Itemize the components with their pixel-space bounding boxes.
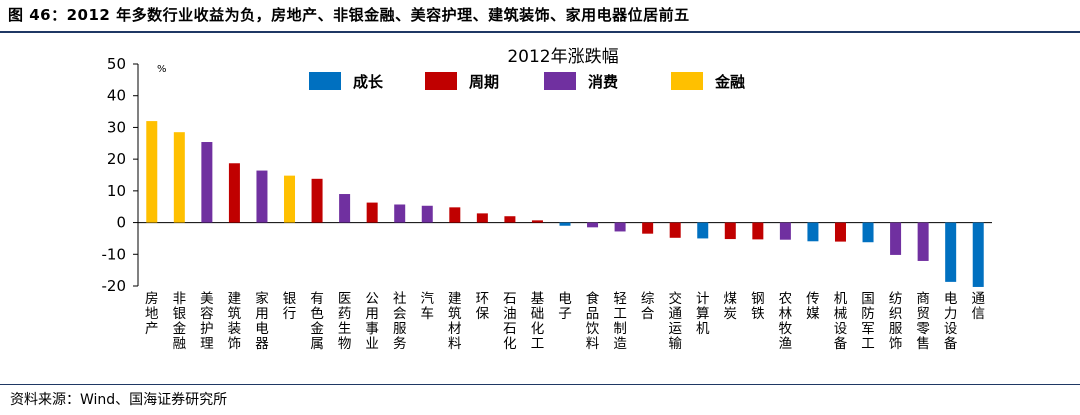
x-tick-label: 电力设备 (944, 291, 958, 352)
bar (587, 222, 599, 228)
x-tick-label: 公用事业 (365, 291, 379, 352)
x-tick-label: 银行 (283, 291, 297, 322)
bar (201, 142, 213, 223)
top-rule (0, 31, 1080, 33)
x-tick-label: 石油石化 (503, 291, 517, 352)
bar (394, 204, 406, 223)
bar (449, 207, 461, 223)
bar (697, 222, 709, 239)
x-tick-label: 机械设备 (834, 291, 848, 352)
bar (945, 222, 957, 282)
x-tick-label: 综合 (641, 291, 655, 322)
figure-title: 图 46：2012 年多数行业收益为负，房地产、非银金融、美容护理、建筑装饰、家… (8, 6, 690, 24)
bar (972, 222, 984, 287)
legend-swatch (544, 72, 576, 90)
bar (146, 121, 158, 223)
bar (807, 222, 819, 242)
bar (284, 175, 296, 223)
bar (173, 132, 185, 223)
bar (890, 222, 902, 255)
bar (311, 178, 323, 223)
bar (862, 222, 874, 243)
bottom-rule (0, 384, 1080, 385)
x-tick-label: 有色金属 (310, 291, 324, 352)
y-tick-label: 30 (107, 118, 126, 136)
legend-label: 周期 (469, 73, 499, 91)
y-tick-label: 0 (116, 214, 126, 232)
bar (421, 205, 433, 223)
bar (228, 163, 240, 223)
x-tick-label: 建筑装饰 (228, 291, 242, 352)
x-tick-label: 基础化工 (531, 290, 545, 352)
legend-label: 消费 (588, 73, 618, 91)
bar (504, 216, 516, 223)
bar (256, 170, 268, 223)
bar-chart: 2012年涨跌幅 % 成长 周期 消费 金融 50 40 30 20 10 0 -10 -20 房地… (102, 47, 992, 352)
x-tick-label: 家用电器 (255, 290, 269, 352)
source-note: 资料来源：Wind、国海证券研究所 (10, 392, 228, 408)
y-tick-label: 40 (107, 87, 126, 105)
x-tick-label: 农林牧渔 (779, 291, 793, 352)
x-tick-label: 煤炭 (724, 291, 738, 322)
legend-swatch (309, 72, 341, 90)
bar (669, 222, 681, 238)
x-tick-label: 国防军工 (861, 291, 875, 352)
y-tick-label: 50 (107, 55, 126, 73)
x-tick-label: 非银金融 (173, 291, 187, 352)
bar (834, 222, 846, 242)
bar (752, 222, 764, 240)
y-tick-label: -10 (102, 245, 127, 263)
x-tick-label: 电子 (558, 291, 572, 322)
bar (531, 220, 543, 223)
unit-label: % (157, 64, 167, 75)
bar (917, 222, 929, 261)
bar (642, 222, 654, 234)
x-tick-label: 美容护理 (200, 291, 214, 352)
x-tick-label: 交通运输 (668, 290, 682, 352)
x-tick-label: 商贸零售 (916, 291, 930, 352)
bar (614, 222, 626, 232)
legend-label: 金融 (714, 73, 745, 91)
bar (366, 202, 378, 223)
bar (476, 213, 488, 223)
legend: 成长 周期 消费 金融 (309, 72, 745, 91)
bars (146, 121, 984, 287)
x-tick-label: 计算机 (696, 291, 710, 337)
legend-label: 成长 (353, 73, 384, 91)
x-tick-label: 建筑材料 (448, 291, 462, 352)
x-tick-label: 环保 (476, 291, 490, 322)
x-tick-label: 钢铁 (751, 291, 765, 322)
y-tick-label: 10 (107, 182, 126, 200)
x-tick-label: 汽车 (421, 291, 435, 322)
bar (559, 222, 571, 226)
legend-swatch (671, 72, 703, 90)
x-tick-label: 医药生物 (338, 291, 352, 352)
legend-swatch (425, 72, 457, 90)
x-axis-labels: 房地产非银金融美容护理建筑装饰家用电器银行有色金属医药生物公用事业社会服务汽车建… (145, 290, 985, 352)
x-tick-label: 轻工制造 (613, 291, 627, 352)
y-tick-label: 20 (107, 150, 126, 168)
bar (779, 222, 791, 240)
x-tick-label: 通信 (971, 291, 985, 322)
y-tick-label: -20 (102, 277, 127, 295)
x-tick-label: 房地产 (145, 291, 159, 337)
x-tick-label: 传媒 (806, 291, 820, 322)
bar (724, 222, 736, 240)
chart-title: 2012年涨跌幅 (507, 47, 618, 67)
x-tick-label: 纺织服饰 (889, 291, 903, 352)
bar (339, 194, 351, 223)
x-tick-label: 社会服务 (393, 291, 407, 352)
x-tick-label: 食品饮料 (586, 290, 600, 352)
